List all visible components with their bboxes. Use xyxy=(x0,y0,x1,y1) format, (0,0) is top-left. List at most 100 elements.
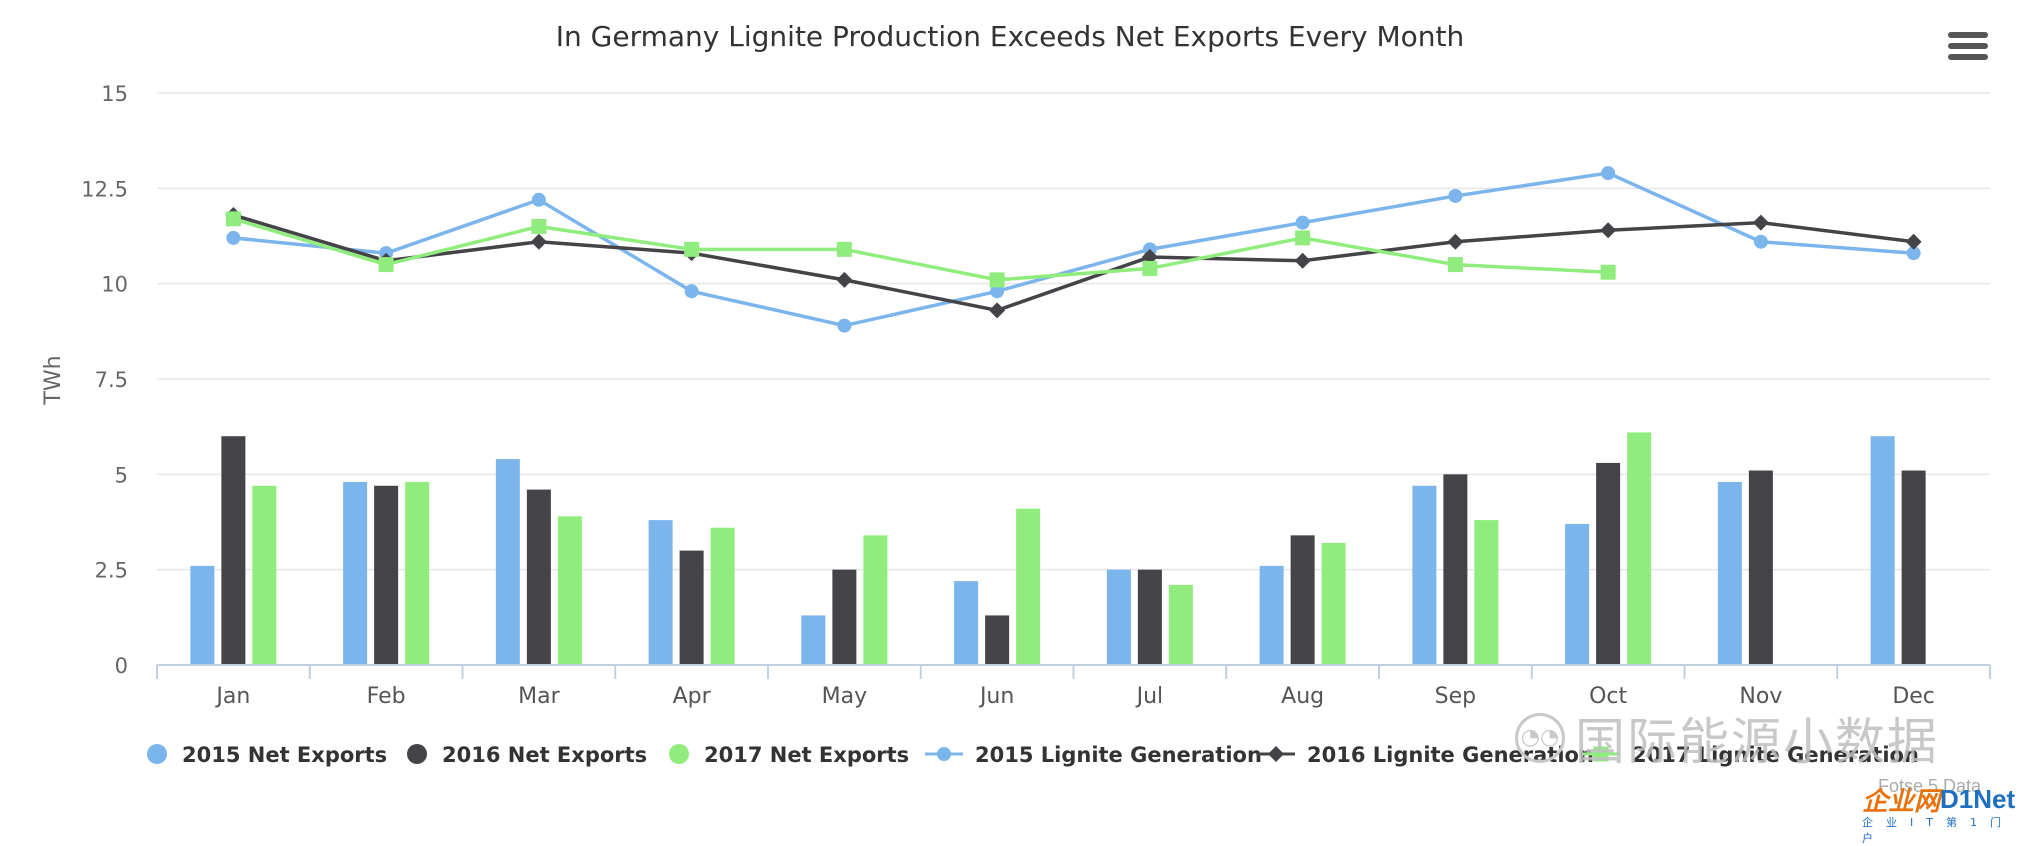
point-2015-lignite-generation[interactable] xyxy=(1295,215,1310,230)
bar-2016-net-exports[interactable] xyxy=(832,569,857,665)
bar-2015-net-exports[interactable] xyxy=(1412,485,1437,665)
y-tick-label: 2.5 xyxy=(95,559,128,583)
bar-2016-net-exports[interactable] xyxy=(985,615,1010,665)
bar-2015-net-exports[interactable] xyxy=(495,459,520,665)
line-2017-lignite-generation xyxy=(232,217,1609,282)
point-2017-lignite-generation[interactable] xyxy=(531,218,547,234)
bar-2017-net-exports[interactable] xyxy=(1474,520,1499,665)
bar-2015-net-exports[interactable] xyxy=(1717,481,1742,665)
wechat-icon: ◔◔ xyxy=(1515,713,1565,763)
bar-2015-net-exports[interactable] xyxy=(1565,523,1590,665)
point-2015-lignite-generation[interactable] xyxy=(990,284,1005,299)
bar-2016-net-exports[interactable] xyxy=(1290,535,1315,665)
y-axis-label: TWh xyxy=(41,355,66,405)
bar-2017-net-exports[interactable] xyxy=(710,527,735,665)
x-tick-label: Sep xyxy=(1435,684,1476,709)
x-tick-label: Nov xyxy=(1739,684,1782,709)
legend-item-2015-net-exports[interactable]: 2015 Net Exports xyxy=(147,743,387,767)
point-2016-lignite-generation[interactable] xyxy=(1752,214,1769,231)
y-tick-label: 0 xyxy=(115,654,128,678)
y-tick-label: 5 xyxy=(115,463,128,487)
bar-2016-net-exports[interactable] xyxy=(679,550,704,665)
legend-marker[interactable] xyxy=(1268,746,1284,762)
bar-2017-net-exports[interactable] xyxy=(863,535,888,665)
point-2016-lignite-generation[interactable] xyxy=(836,271,853,288)
point-2017-lignite-generation[interactable] xyxy=(225,211,241,227)
bar-2015-net-exports[interactable] xyxy=(1870,436,1895,665)
x-tick-label: Jun xyxy=(978,684,1014,709)
point-2016-lignite-generation[interactable] xyxy=(1447,233,1464,250)
point-2015-lignite-generation[interactable] xyxy=(837,318,852,333)
point-2016-lignite-generation[interactable] xyxy=(530,233,547,250)
bar-2017-net-exports[interactable] xyxy=(1627,432,1652,665)
bar-2015-net-exports[interactable] xyxy=(648,520,673,665)
bar-2016-net-exports[interactable] xyxy=(526,489,551,665)
bar-2015-net-exports[interactable] xyxy=(1106,569,1131,665)
bar-2015-net-exports[interactable] xyxy=(343,481,368,665)
y-tick-label: 7.5 xyxy=(95,368,128,392)
legend-swatch xyxy=(147,744,167,764)
bar-2016-net-exports[interactable] xyxy=(1901,470,1926,665)
x-tick-label: Dec xyxy=(1892,684,1935,709)
bar-2016-net-exports[interactable] xyxy=(1443,474,1468,665)
point-2017-lignite-generation[interactable] xyxy=(1295,230,1311,246)
legend-swatch xyxy=(407,744,427,764)
x-tick-label: Oct xyxy=(1589,684,1627,709)
line-2016-lignite-generation xyxy=(232,213,1914,313)
point-2017-lignite-generation[interactable] xyxy=(378,257,394,273)
legend-marker[interactable] xyxy=(937,747,951,761)
hamburger-menu-icon[interactable] xyxy=(1948,32,1988,66)
point-2015-lignite-generation[interactable] xyxy=(1448,188,1463,203)
legend-item-2017-lignite-generation[interactable]: 2017 Lignite Generation xyxy=(1582,743,1919,767)
credit-text: Fotse 5 Data xyxy=(1878,776,1982,796)
legend-item-2016-net-exports[interactable]: 2016 Net Exports xyxy=(407,743,647,767)
logo-part-b: D1Net xyxy=(1940,783,2016,814)
bar-2016-net-exports[interactable] xyxy=(374,485,399,665)
bar-2015-net-exports[interactable] xyxy=(1259,565,1284,665)
legend-swatch xyxy=(669,744,689,764)
bar-2015-net-exports[interactable] xyxy=(954,581,979,665)
site-logo: 企业网 D1Net xyxy=(1862,783,2016,816)
bar-2016-net-exports[interactable] xyxy=(1596,462,1621,665)
point-2015-lignite-generation[interactable] xyxy=(226,230,241,245)
point-2016-lignite-generation[interactable] xyxy=(1600,222,1617,239)
line-2015-lignite-generation xyxy=(233,171,1914,328)
legend-label: 2016 Net Exports xyxy=(442,743,647,767)
legend-item-2015-lignite-generation[interactable]: 2015 Lignite Generation xyxy=(925,743,1262,767)
bar-2015-net-exports[interactable] xyxy=(801,615,826,665)
grid xyxy=(157,92,1990,571)
x-tick-label: Apr xyxy=(673,684,712,709)
watermark-text: 国际能源小数据 xyxy=(1575,713,1939,771)
chart-title: In Germany Lignite Production Exceeds Ne… xyxy=(556,20,1464,53)
bar-2017-net-exports[interactable] xyxy=(1321,542,1346,665)
legend-item-2017-net-exports[interactable]: 2017 Net Exports xyxy=(669,743,909,767)
point-2017-lignite-generation[interactable] xyxy=(1142,260,1158,276)
bar-2017-net-exports[interactable] xyxy=(1168,584,1193,665)
point-2015-lignite-generation[interactable] xyxy=(684,284,699,299)
point-2015-lignite-generation[interactable] xyxy=(531,192,546,207)
point-2015-lignite-generation[interactable] xyxy=(1906,246,1921,261)
chart: In Germany Lignite Production Exceeds Ne… xyxy=(41,20,1991,767)
point-2017-lignite-generation[interactable] xyxy=(989,272,1005,288)
point-2016-lignite-generation[interactable] xyxy=(1294,252,1311,269)
legend-label: 2017 Lignite Generation xyxy=(1632,743,1919,767)
point-2017-lignite-generation[interactable] xyxy=(1447,257,1463,273)
bar-2017-net-exports[interactable] xyxy=(1016,508,1041,665)
bar-2016-net-exports[interactable] xyxy=(1137,569,1162,665)
y-tick-label: 12.5 xyxy=(81,177,128,201)
bar-2016-net-exports[interactable] xyxy=(221,436,246,665)
point-2015-lignite-generation[interactable] xyxy=(1753,234,1768,249)
x-tick-label: Feb xyxy=(367,684,406,709)
bar-2017-net-exports[interactable] xyxy=(405,481,430,665)
bar-2017-net-exports[interactable] xyxy=(252,485,277,665)
bar-2017-net-exports[interactable] xyxy=(557,516,582,665)
point-2017-lignite-generation[interactable] xyxy=(1600,264,1616,280)
point-2015-lignite-generation[interactable] xyxy=(1601,166,1616,181)
point-2016-lignite-generation[interactable] xyxy=(1905,233,1922,250)
point-2017-lignite-generation[interactable] xyxy=(684,241,700,257)
point-2016-lignite-generation[interactable] xyxy=(989,302,1006,319)
point-2017-lignite-generation[interactable] xyxy=(836,241,852,257)
bar-2016-net-exports[interactable] xyxy=(1748,470,1773,665)
legend-marker[interactable] xyxy=(1593,746,1609,762)
bar-2015-net-exports[interactable] xyxy=(190,565,215,665)
